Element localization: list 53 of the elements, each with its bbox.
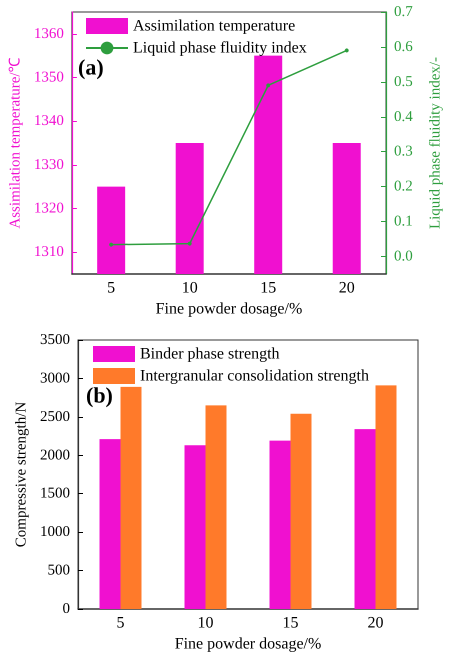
x-tick-label: 15 bbox=[260, 280, 276, 296]
y-axis-title: Assimilation temperature/℃ bbox=[8, 57, 24, 229]
point bbox=[188, 242, 192, 246]
legend-label: Assimilation temperature bbox=[133, 18, 296, 34]
x-tick-label: 10 bbox=[182, 280, 198, 296]
bar bbox=[290, 414, 312, 609]
legend-label: Binder phase strength bbox=[140, 346, 280, 362]
bar bbox=[270, 440, 290, 609]
y-tick-label: 2500 bbox=[40, 408, 70, 425]
y-tick-label: 1360 bbox=[34, 26, 64, 42]
bar bbox=[354, 429, 376, 609]
x-tick-label: 5 bbox=[116, 614, 124, 632]
y2-tick-label: 0.2 bbox=[394, 178, 413, 195]
y2-tick-label: 0.3 bbox=[394, 144, 413, 160]
legend-label: Intergranular consolidation strength bbox=[140, 368, 369, 384]
x-tick-label: 5 bbox=[107, 280, 116, 296]
y-tick-label: 500 bbox=[48, 562, 70, 579]
y-tick-label: 3500 bbox=[40, 332, 70, 348]
bar bbox=[184, 445, 206, 609]
y-tick-label: 3000 bbox=[40, 370, 70, 386]
y-axis-title: Compressive strength/N bbox=[14, 402, 30, 548]
y2-tick-label: 0.1 bbox=[394, 214, 413, 230]
y2-tick-label: 0.5 bbox=[394, 74, 413, 90]
y2-axis-title: Liquid phase fluidity index/- bbox=[428, 56, 444, 230]
point bbox=[344, 48, 349, 52]
point bbox=[266, 83, 270, 88]
y-tick-label: 2000 bbox=[40, 447, 70, 464]
x-tick-label: 15 bbox=[282, 614, 298, 632]
y-tick-label: 1310 bbox=[34, 244, 64, 260]
bar bbox=[100, 439, 120, 609]
y-tick-label: 1500 bbox=[40, 486, 70, 502]
bar bbox=[206, 405, 226, 609]
y-tick-label: 1350 bbox=[34, 70, 64, 86]
x-tick-label: 20 bbox=[368, 614, 384, 632]
legend-label: Liquid phase fluidity index bbox=[133, 40, 307, 56]
y2-tick-label: 0.6 bbox=[394, 38, 414, 55]
y-tick-label: 1320 bbox=[34, 200, 64, 216]
y2-tick-label: 0.7 bbox=[394, 4, 414, 20]
annotation: (b) bbox=[86, 382, 113, 408]
y2-tick-label: 0.4 bbox=[394, 108, 414, 125]
x-tick-label: 10 bbox=[198, 614, 214, 632]
y-tick-label: 1340 bbox=[34, 113, 64, 130]
bar bbox=[120, 386, 142, 609]
x-axis-title: Fine powder dosage/% bbox=[156, 300, 302, 318]
y-tick-label: 0 bbox=[62, 601, 70, 617]
x-tick-label: 20 bbox=[338, 280, 355, 296]
annotation: (a) bbox=[78, 54, 104, 80]
y2-tick-label: 0.0 bbox=[394, 248, 413, 265]
point bbox=[109, 242, 114, 247]
x-axis-title: Fine powder dosage/% bbox=[174, 635, 322, 652]
bar bbox=[376, 385, 396, 609]
y-tick-label: 1330 bbox=[34, 156, 64, 173]
y-tick-label: 1000 bbox=[40, 524, 70, 540]
